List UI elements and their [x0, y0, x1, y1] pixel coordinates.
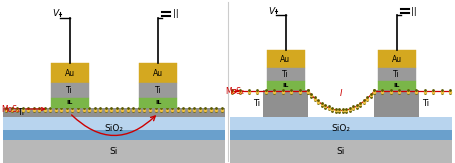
Bar	[3, 108, 225, 117]
Bar	[3, 117, 225, 130]
Text: MoS₂: MoS₂	[225, 87, 244, 96]
Bar	[374, 90, 419, 117]
Bar	[378, 50, 415, 68]
Bar	[378, 68, 415, 81]
Bar	[139, 83, 177, 98]
Bar	[230, 117, 452, 130]
Text: Ti: Ti	[393, 70, 400, 79]
Bar	[230, 117, 452, 140]
Bar	[51, 98, 89, 108]
Bar	[139, 63, 177, 83]
Bar	[263, 90, 308, 117]
Text: ||: ||	[173, 9, 179, 18]
Text: Au: Au	[65, 68, 75, 77]
Text: IL: IL	[282, 83, 288, 88]
Bar	[267, 68, 304, 81]
Text: IL: IL	[393, 83, 399, 88]
Text: Ti: Ti	[155, 86, 162, 95]
Text: Ti: Ti	[253, 99, 260, 108]
Bar	[378, 81, 415, 90]
Text: V: V	[52, 9, 59, 18]
Text: SiO₂: SiO₂	[105, 124, 123, 133]
Bar	[51, 63, 89, 83]
Bar	[267, 81, 304, 90]
Text: Ti: Ti	[422, 99, 429, 108]
Text: Si: Si	[337, 147, 345, 156]
Text: IL: IL	[66, 101, 73, 105]
Bar	[3, 140, 225, 163]
Bar	[267, 50, 304, 68]
FancyArrowPatch shape	[71, 115, 155, 135]
Bar	[3, 117, 225, 140]
Text: MoS₂: MoS₂	[1, 104, 45, 113]
Text: IL: IL	[155, 101, 162, 105]
Text: Au: Au	[153, 68, 163, 77]
Text: SiO₂: SiO₂	[332, 124, 350, 133]
Text: Ti: Ti	[17, 108, 25, 117]
Text: ||: ||	[411, 7, 417, 15]
Bar	[230, 140, 452, 163]
Text: Au: Au	[280, 54, 291, 64]
Text: V: V	[268, 7, 274, 15]
Text: Ti: Ti	[66, 86, 73, 95]
Text: Si: Si	[110, 147, 118, 156]
Bar	[51, 83, 89, 98]
Bar	[139, 98, 177, 108]
Text: Au: Au	[391, 54, 402, 64]
Text: Ti: Ti	[282, 70, 289, 79]
Text: I: I	[340, 89, 342, 98]
